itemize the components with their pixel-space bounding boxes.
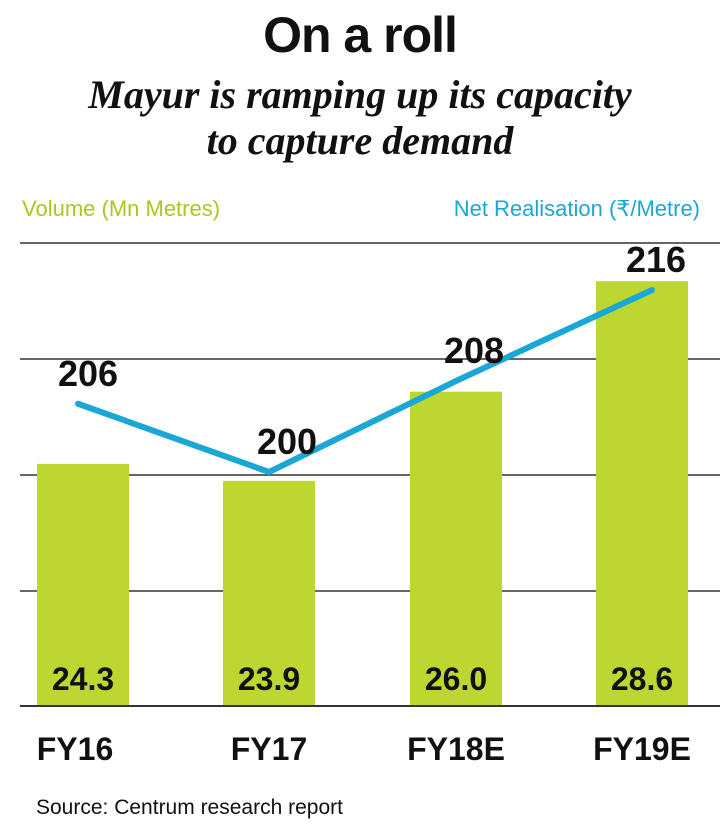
volume-bar-fy16 bbox=[37, 463, 129, 706]
source-note: Source: Centrum research report bbox=[36, 796, 343, 819]
volume-bar-fy17 bbox=[223, 480, 315, 706]
volume-label-fy16: 24.3 bbox=[52, 661, 114, 697]
volume-label-fy18e: 26.0 bbox=[425, 661, 487, 697]
x-tick-label-fy18e: FY18E bbox=[407, 731, 505, 767]
x-tick-label-fy19e: FY19E bbox=[593, 731, 691, 767]
volume-bars bbox=[37, 281, 688, 706]
volume-bar-fy19e bbox=[596, 281, 688, 706]
x-tick-label-fy17: FY17 bbox=[231, 731, 307, 767]
net-realisation-line bbox=[75, 287, 655, 475]
net-realisation-label-fy19e: 216 bbox=[626, 239, 686, 280]
net-realisation-label-fy17: 200 bbox=[257, 421, 317, 462]
legend-volume: Volume (Mn Metres) bbox=[22, 196, 221, 221]
chart-title: On a roll bbox=[263, 7, 458, 63]
legend-net-realisation: Net Realisation (₹/Metre) bbox=[453, 196, 700, 221]
x-axis: FY16 FY17 FY18E FY19E bbox=[20, 705, 720, 767]
data-labels: 24.3 23.9 26.0 28.6 206 200 208 216 bbox=[52, 239, 686, 697]
volume-bar-fy18e bbox=[410, 391, 502, 706]
volume-label-fy19e: 28.6 bbox=[611, 661, 673, 697]
subtitle-line-2: to capture demand bbox=[206, 118, 514, 163]
volume-label-fy17: 23.9 bbox=[238, 661, 300, 697]
net-realisation-label-fy16: 206 bbox=[58, 353, 118, 394]
net-realisation-polyline bbox=[75, 287, 655, 475]
net-realisation-label-fy18e: 208 bbox=[444, 330, 504, 371]
chart-subtitle: Mayur is ramping up its capacity to capt… bbox=[0, 72, 720, 164]
subtitle-line-1: Mayur is ramping up its capacity bbox=[88, 72, 632, 117]
x-tick-label-fy16: FY16 bbox=[37, 731, 113, 767]
